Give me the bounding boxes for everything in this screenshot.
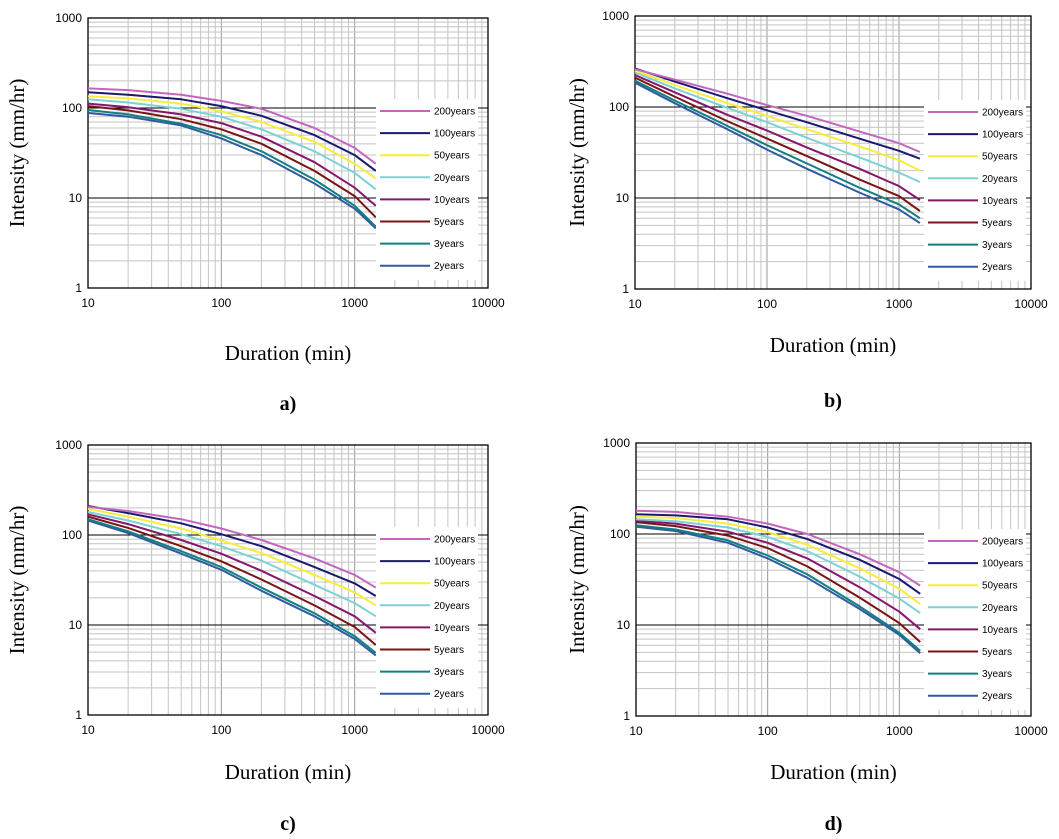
series-line-100years xyxy=(88,92,376,171)
legend-label: 100years xyxy=(434,557,475,568)
x-tick-label: 10 xyxy=(81,296,95,310)
series-lines xyxy=(88,506,376,655)
y-tick-label: 1 xyxy=(75,708,82,722)
x-tick-label: 100 xyxy=(758,724,778,738)
panel-label: a) xyxy=(280,393,297,415)
y-tick-label: 10 xyxy=(617,618,631,632)
legend-background xyxy=(376,99,478,280)
legend-label: 200years xyxy=(982,108,1023,119)
legend-label: 20years xyxy=(434,173,470,184)
legend-label: 10years xyxy=(982,196,1018,207)
legend-label: 2years xyxy=(982,691,1012,702)
y-tick-label: 1 xyxy=(75,281,82,295)
x-tick-label: 10000 xyxy=(1014,724,1048,738)
series-line-10years xyxy=(636,521,920,630)
legend-label: 3years xyxy=(434,239,464,250)
legend-label: 2years xyxy=(434,689,464,700)
y-tick-label: 100 xyxy=(610,527,630,541)
panel-label: c) xyxy=(280,813,296,835)
y-tick-label: 10 xyxy=(69,618,83,632)
legend-background xyxy=(376,527,478,708)
y-tick-label: 1 xyxy=(622,282,629,296)
legend-label: 50years xyxy=(434,151,470,162)
legend-label: 3years xyxy=(434,667,464,678)
x-tick-label: 1000 xyxy=(886,724,913,738)
legend-label: 100years xyxy=(982,559,1023,570)
legend-label: 50years xyxy=(982,581,1018,592)
y-axis-title: Intensity (mm/hr) xyxy=(5,79,29,228)
legend-background xyxy=(924,529,1026,710)
legend: 200years 100years 50years 20years 10years 5ye… xyxy=(376,527,478,708)
x-tick-label: 100 xyxy=(211,296,231,310)
x-tick-label: 100 xyxy=(211,723,231,737)
x-tick-label: 10000 xyxy=(471,723,505,737)
legend-label: 3years xyxy=(982,240,1012,251)
x-tick-label: 100 xyxy=(757,297,777,311)
y-tick-label: 1 xyxy=(623,709,630,723)
y-axis-title: Intensity (mm/hr) xyxy=(5,506,29,655)
series-lines xyxy=(635,69,920,224)
series-line-100years xyxy=(635,69,920,159)
legend-background xyxy=(924,100,1026,281)
x-tick-label: 1000 xyxy=(341,723,368,737)
legend-label: 5years xyxy=(982,218,1012,229)
legend-label: 2years xyxy=(434,261,464,272)
legend-label: 3years xyxy=(982,669,1012,680)
y-tick-label: 100 xyxy=(62,101,82,115)
series-line-2years xyxy=(88,521,376,656)
y-tick-label: 1000 xyxy=(602,9,629,23)
x-axis-title: Duration (min) xyxy=(770,760,897,784)
y-tick-label: 100 xyxy=(62,528,82,542)
y-tick-label: 1000 xyxy=(603,436,630,450)
legend-label: 5years xyxy=(434,645,464,656)
x-tick-label: 10000 xyxy=(1014,297,1048,311)
legend-label: 100years xyxy=(434,129,475,140)
series-line-20years xyxy=(88,512,376,616)
legend-label: 200years xyxy=(434,535,475,546)
legend-label: 5years xyxy=(982,647,1012,658)
legend-label: 20years xyxy=(434,601,470,612)
y-tick-label: 10 xyxy=(69,191,83,205)
y-tick-label: 10 xyxy=(616,191,630,205)
legend-label: 20years xyxy=(982,603,1018,614)
y-tick-label: 100 xyxy=(609,100,629,114)
x-tick-label: 10000 xyxy=(471,296,505,310)
x-axis-title: Duration (min) xyxy=(225,341,352,365)
series-lines xyxy=(88,88,376,228)
panel-label: d) xyxy=(825,813,843,835)
x-tick-label: 10 xyxy=(629,724,643,738)
legend-label: 50years xyxy=(982,152,1018,163)
legend: 200years 100years 50years 20years 10years 5ye… xyxy=(924,100,1026,281)
legend-label: 20years xyxy=(982,174,1018,185)
legend-label: 10years xyxy=(434,195,470,206)
panel-label: b) xyxy=(824,390,842,412)
legend-label: 100years xyxy=(982,130,1023,141)
y-tick-label: 1000 xyxy=(55,11,82,25)
series-line-3years xyxy=(636,525,920,651)
x-tick-label: 10 xyxy=(81,723,95,737)
legend-label: 200years xyxy=(982,537,1023,548)
x-tick-label: 1000 xyxy=(886,297,913,311)
x-axis-title: Duration (min) xyxy=(225,760,352,784)
legend: 200years 100years 50years 20years 10years 5ye… xyxy=(924,529,1026,710)
x-tick-label: 10 xyxy=(628,297,642,311)
legend: 200years 100years 50years 20years 10years 5ye… xyxy=(376,99,478,280)
legend-label: 50years xyxy=(434,579,470,590)
x-axis-title: Duration (min) xyxy=(770,333,897,357)
y-axis-title: Intensity (mm/hr) xyxy=(565,78,589,227)
y-tick-label: 1000 xyxy=(55,438,82,452)
x-tick-label: 1000 xyxy=(341,296,368,310)
y-axis-title: Intensity (mm/hr) xyxy=(565,505,589,654)
legend-label: 200years xyxy=(434,107,475,118)
legend-label: 2years xyxy=(982,262,1012,273)
legend-label: 5years xyxy=(434,217,464,228)
legend-label: 10years xyxy=(434,623,470,634)
legend-label: 10years xyxy=(982,625,1018,636)
